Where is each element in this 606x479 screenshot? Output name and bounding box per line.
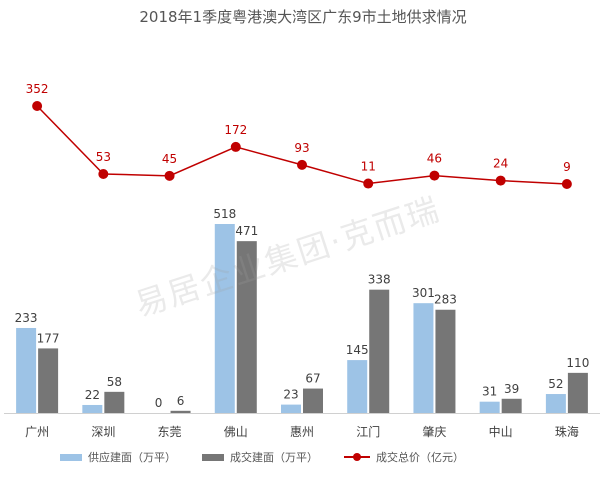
label-supply-4: 23: [283, 388, 298, 402]
bar-supply-0: [16, 327, 37, 413]
bar-deal-1: [104, 391, 125, 413]
price-label-7: 24: [493, 157, 508, 171]
x-tick-label-6: 肇庆: [422, 424, 446, 439]
price-point-7: [495, 175, 506, 186]
legend-item-deal: 成交建面（万平）: [202, 449, 318, 465]
x-tick-label-2: 东莞: [158, 425, 182, 439]
x-tick-label-1: 深圳: [91, 425, 115, 439]
label-deal-8: 110: [566, 356, 589, 370]
bar-supply-6: [413, 303, 434, 413]
price-label-0: 352: [26, 82, 49, 96]
label-deal-1: 58: [107, 375, 122, 389]
price-point-1: [98, 168, 109, 179]
price-point-0: [32, 101, 43, 111]
legend-label-deal: 成交建面（万平）: [230, 451, 318, 464]
bar-deal-7: [501, 398, 522, 413]
price-label-5: 11: [361, 160, 376, 174]
label-deal-5: 338: [368, 273, 391, 287]
x-tick-label-7: 中山: [489, 424, 513, 439]
bar-supply-8: [545, 394, 566, 413]
x-tick-label-8: 珠海: [555, 424, 579, 439]
label-deal-4: 67: [305, 372, 320, 386]
price-point-2: [164, 170, 175, 181]
price-point-4: [297, 159, 307, 170]
legend-label-price: 成交总价（亿元）: [376, 451, 464, 464]
price-label-4: 93: [294, 141, 309, 155]
bar-deal-3: [236, 241, 257, 413]
label-supply-6: 301: [412, 286, 435, 300]
price-point-8: [561, 179, 572, 189]
bar-deal-4: [303, 388, 323, 413]
price-label-6: 46: [427, 152, 442, 166]
legend-item-supply: 供应建面（万平）: [60, 449, 176, 465]
label-deal-2: 6: [177, 394, 185, 408]
label-supply-5: 145: [346, 343, 369, 357]
price-point-5: [363, 178, 374, 189]
bar-supply-4: [281, 404, 301, 413]
chart-title: 2018年1季度粤港澳大湾区广东9市土地供求情况: [139, 8, 467, 26]
x-tick-label-0: 广州: [25, 425, 49, 439]
label-supply-0: 233: [15, 311, 38, 325]
bar-deal-5: [369, 289, 390, 413]
price-label-1: 53: [96, 150, 111, 164]
x-tick-label-5: 江门: [356, 424, 380, 439]
label-supply-8: 52: [548, 377, 563, 391]
price-label-8: 9: [563, 160, 571, 174]
label-supply-1: 22: [85, 388, 100, 402]
bar-deal-6: [435, 309, 456, 413]
label-supply-7: 31: [482, 385, 497, 399]
legend: 供应建面（万平） 成交建面（万平） 成交总价（亿元）: [60, 449, 464, 465]
legend-swatch-supply: [60, 453, 82, 461]
bar-deal-2: [170, 410, 191, 413]
label-deal-0: 177: [37, 331, 60, 345]
price-point-6: [429, 170, 440, 181]
x-tick-label-3: 佛山: [224, 425, 248, 439]
bar-supply-1: [82, 404, 103, 413]
bar-supply-5: [347, 360, 368, 413]
legend-swatch-deal: [202, 453, 224, 461]
label-deal-6: 283: [434, 293, 457, 307]
bar-deal-0: [38, 348, 59, 413]
legend-label-supply: 供应建面（万平）: [88, 451, 176, 464]
label-deal-3: 471: [235, 224, 258, 238]
label-supply-2: 0: [155, 396, 163, 410]
price-label-3: 172: [224, 123, 247, 137]
label-supply-3: 518: [213, 207, 236, 221]
price-label-2: 45: [162, 152, 177, 166]
bar-deal-8: [567, 372, 588, 413]
bar-supply-3: [214, 224, 235, 413]
legend-swatch-price: [344, 452, 370, 462]
legend-item-price: 成交总价（亿元）: [344, 449, 464, 465]
label-deal-7: 39: [504, 382, 519, 396]
price-point-3: [230, 141, 241, 152]
bar-supply-7: [479, 401, 500, 413]
x-tick-label-4: 惠州: [290, 425, 314, 439]
